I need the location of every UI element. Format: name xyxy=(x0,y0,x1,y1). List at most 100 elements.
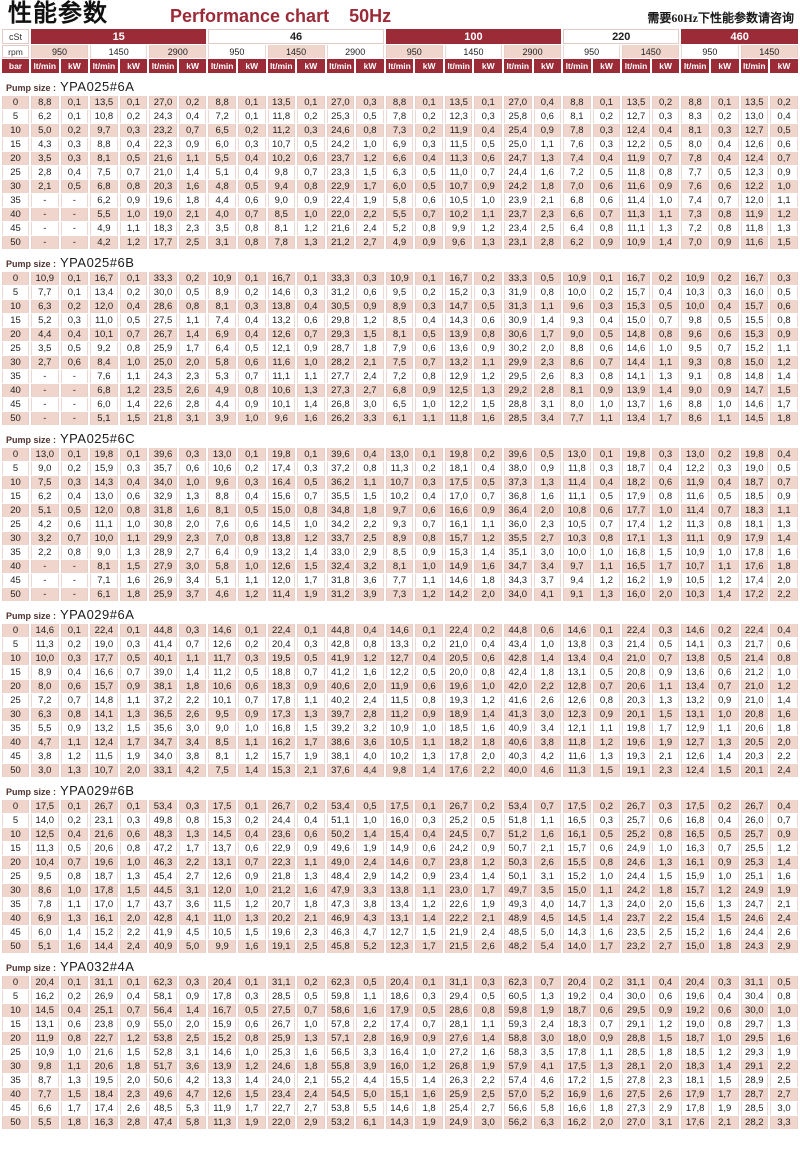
page-title-english: Performance chart 50Hz xyxy=(170,6,392,26)
data-cell: 0,5 xyxy=(474,138,502,151)
data-cell: 0,7 xyxy=(119,666,148,679)
data-cell: 9,1 xyxy=(681,370,709,383)
data-cell: 11,3 xyxy=(31,842,59,855)
data-cell: 2,4 xyxy=(297,1088,325,1101)
data-cell: 2,5 xyxy=(297,940,325,953)
data-cell: 14,7 xyxy=(444,300,473,313)
data-cell: 7,7 xyxy=(31,1088,59,1101)
data-cell: 5,3 xyxy=(178,1102,207,1115)
data-cell: 16,1 xyxy=(681,856,709,869)
data-cell: 12,8 xyxy=(563,680,591,693)
data-cell: 14,2 xyxy=(385,870,414,883)
data-cell: - xyxy=(60,398,89,411)
data-cell: 9,5 xyxy=(385,286,414,299)
data-cell: 7,2 xyxy=(208,110,236,123)
data-cell: 14,3 xyxy=(90,476,118,489)
data-cell: 39,0 xyxy=(149,666,177,679)
data-cell: 11,0 xyxy=(208,912,236,925)
data-cell: 1,3 xyxy=(710,898,739,911)
table-row: 10 10,0 0,3 17,7 0,5 40,1 1,1 11,7 0,3 19,5 0,5 41,… xyxy=(2,652,798,665)
data-cell: 0,7 xyxy=(592,680,621,693)
data-cell: 19,6 xyxy=(622,736,650,749)
data-cell: 15,2 xyxy=(90,926,118,939)
data-cell: 55,8 xyxy=(326,1060,355,1073)
bar-value-cell: 20 xyxy=(2,856,29,869)
data-cell: 1,1 xyxy=(60,898,89,911)
data-cell: 0,4 xyxy=(770,448,798,461)
bar-value-cell: 35 xyxy=(2,370,29,383)
data-cell: 33,3 xyxy=(326,272,355,285)
data-cell: 0,3 xyxy=(60,138,89,151)
data-cell: 12,0 xyxy=(90,504,118,517)
data-cell: 0,5 xyxy=(237,504,266,517)
power-unit-header: kW xyxy=(178,59,207,73)
bar-value-cell: 50 xyxy=(2,1116,29,1129)
data-cell: 0,5 xyxy=(60,842,89,855)
data-cell: 0,8 xyxy=(119,504,148,517)
data-cell: 19,3 xyxy=(444,694,473,707)
data-cell: 1,1 xyxy=(415,412,443,425)
data-cell: 1,8 xyxy=(119,588,148,601)
data-cell: 0,7 xyxy=(592,208,621,221)
data-cell: 14,3 xyxy=(563,926,591,939)
data-cell: 20,4 xyxy=(563,976,591,989)
data-cell: 15,7 xyxy=(563,842,591,855)
data-cell: 18,3 xyxy=(740,504,769,517)
data-cell: 0,9 xyxy=(592,708,621,721)
data-cell: 0,2 xyxy=(592,286,621,299)
data-cell: 3,3 xyxy=(356,412,384,425)
data-cell: 1,1 xyxy=(474,1018,502,1031)
table-row: 5 6,2 0,1 10,8 0,2 24,3 0,4 7,2 0,1 11,8 0,2 25,3 0,… xyxy=(2,110,798,123)
data-cell: 1,8 xyxy=(178,680,207,693)
data-cell: - xyxy=(31,194,59,207)
data-cell: 7,4 xyxy=(681,194,709,207)
data-cell: 11,2 xyxy=(208,666,236,679)
data-cell: 1,1 xyxy=(592,412,621,425)
data-cell: 1,9 xyxy=(651,574,680,587)
data-cell: 27,0 xyxy=(504,96,532,109)
data-cell: 21,2 xyxy=(267,884,296,897)
data-cell: 11,1 xyxy=(563,490,591,503)
data-cell: 1,0 xyxy=(770,1004,798,1017)
data-cell: 1,8 xyxy=(533,666,562,679)
data-cell: 0,7 xyxy=(710,504,739,517)
data-cell: 14,6 xyxy=(444,574,473,587)
table-row: 30 2,1 0,5 6,8 0,8 20,3 1,6 4,8 0,5 9,4 0,8 22,9 1,7… xyxy=(2,180,798,193)
data-cell: 26,7 xyxy=(90,800,118,813)
data-cell: 8,1 xyxy=(385,560,414,573)
data-cell: 12,2 xyxy=(681,462,709,475)
data-cell: 41,4 xyxy=(149,638,177,651)
table-row: 10 6,3 0,2 12,0 0,4 28,6 0,8 8,1 0,3 13,8 0,4 30,5 0… xyxy=(2,300,798,313)
data-cell: 10,5 xyxy=(208,926,236,939)
data-cell: 2,4 xyxy=(770,912,798,925)
data-cell: 0,8 xyxy=(770,314,798,327)
data-cell: 35,1 xyxy=(504,546,532,559)
data-cell: 6,0 xyxy=(90,398,118,411)
data-cell: 9,5 xyxy=(208,708,236,721)
data-cell: 16,5 xyxy=(563,814,591,827)
data-cell: 1,5 xyxy=(710,764,739,777)
data-cell: 11,3 xyxy=(31,638,59,651)
data-cell: 7,3 xyxy=(681,208,709,221)
data-cell: 1,5 xyxy=(710,912,739,925)
data-cell: 51,2 xyxy=(504,828,532,841)
data-cell: 4,3 xyxy=(356,912,384,925)
data-cell: 2,4 xyxy=(770,764,798,777)
bar-value-cell: 30 xyxy=(2,532,29,545)
data-cell: 17,9 xyxy=(681,1088,709,1101)
data-cell: 29,5 xyxy=(740,1032,769,1045)
data-cell: 0,3 xyxy=(178,800,207,813)
data-cell: 20,4 xyxy=(681,976,709,989)
data-cell: 13,1 xyxy=(208,856,236,869)
data-cell: 9,0 xyxy=(31,462,59,475)
data-cell: 1,5 xyxy=(651,870,680,883)
data-cell: 1,0 xyxy=(356,138,384,151)
data-cell: 56,2 xyxy=(504,1116,532,1129)
data-cell: 1,0 xyxy=(474,194,502,207)
data-cell: 9,8 xyxy=(31,1060,59,1073)
data-cell: 2,4 xyxy=(356,694,384,707)
flow-unit-header: lt/min xyxy=(681,59,709,73)
data-cell: 28,9 xyxy=(740,1074,769,1087)
data-cell: 27,0 xyxy=(149,96,177,109)
data-cell: 3,1 xyxy=(178,1046,207,1059)
